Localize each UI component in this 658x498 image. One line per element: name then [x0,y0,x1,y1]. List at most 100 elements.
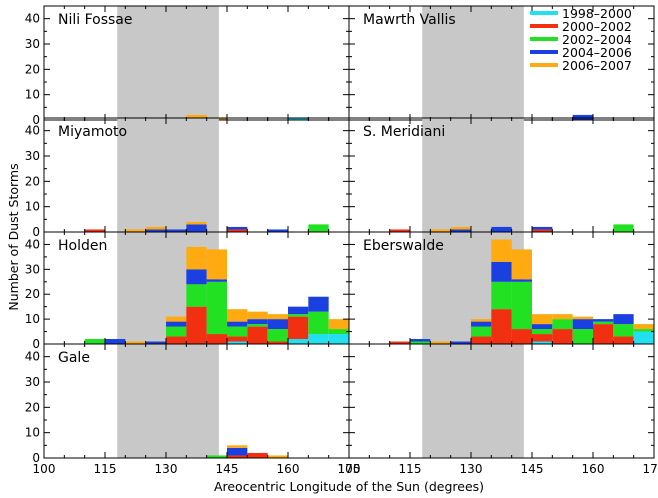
bar-segment [552,319,573,330]
bar-segment [267,314,288,320]
bar-segment [186,114,207,118]
shaded-season-band [117,118,219,232]
y-tick-label: 40 [25,124,40,138]
y-tick-label: 0 [32,113,40,127]
bar-segment [328,334,349,344]
bar-segment [389,229,410,232]
x-tick-label: 175 [643,462,658,476]
bar-segment [267,319,288,330]
panel-holden: 0 10 20 30 40 Holden [25,231,350,351]
y-tick-label: 30 [25,262,40,276]
bar-segment [532,226,553,230]
bar-segment [288,314,309,317]
bar-segment [206,249,227,280]
y-axis-label: Number of Dust Storms [6,163,21,310]
bar-segment [125,229,146,232]
bar-segment [613,324,634,337]
x-tick-label: 130 [155,462,178,476]
bar-segment [511,279,532,282]
panel-title: S. Meridiani [363,124,445,140]
y-tick-label: 20 [25,174,40,188]
bar-segment [491,281,512,310]
bar-segment [288,117,309,120]
panel-title: Eberswalde [363,238,444,254]
x-tick-label: 160 [582,462,605,476]
bar-segment [511,249,532,280]
panel-miyamoto: 0 10 20 30 40 Miyamoto [25,117,350,239]
y-tick-label: 20 [25,62,40,76]
panel-title: Miyamoto [58,124,127,140]
panel-title: Nili Fossae [58,12,133,28]
bar-segment [471,326,492,337]
bar-segment [328,319,349,330]
x-tick-label: 175 [338,462,361,476]
bar-segment [206,334,227,344]
bar-segment [247,324,268,327]
bar-segment [511,329,532,344]
bar-segment [552,314,573,320]
bar-segment [84,229,105,232]
bar-segment [532,229,553,232]
shaded-season-band [117,344,219,458]
bar-segment [166,336,187,344]
y-tick-label: 30 [25,375,40,389]
bar-segment [491,239,512,262]
bar-segment [166,316,187,322]
legend: 1998–20002000–20022002–20042004–20062006… [530,6,632,73]
bar-segment [430,341,451,344]
panel-title: Gale [58,350,90,366]
bar-segment [633,329,654,332]
x-tick-label: 100 [338,462,361,476]
bar-segment [491,226,512,232]
bar-segment [593,324,614,344]
bar-segment [227,309,248,322]
bar-segment [227,336,248,342]
bar-segment [267,229,288,232]
bar-segment [532,334,553,342]
bar-segment [532,314,553,325]
bar-segment [450,226,471,230]
panel-empty: 100 115 130 145 160 175 [338,343,658,476]
bar-segment [613,314,634,325]
bar-segment [267,455,288,458]
bar-segment [471,321,492,327]
bar-segment [186,306,207,344]
x-tick-label: 160 [277,462,300,476]
panels-layer: 0 10 20 30 40 Nili Fossae Mawrth Vallis 0 10 20 30… [25,5,658,476]
bar-segment [206,279,227,282]
panel-gale: 0 10 20 30 40 Gale 100 115 130 145 160 175 [25,343,361,476]
y-tick-label: 0 [32,451,40,465]
bar-segment [166,229,187,232]
x-tick-label: 145 [521,462,544,476]
bar-segment [267,329,288,342]
bar-segment [166,326,187,337]
legend-entry: 2006–2007 [562,58,632,73]
shaded-season-band [422,118,524,232]
x-axis-label: Areocentric Longitude of the Sun (degree… [214,479,484,494]
bar-segment [186,269,207,285]
bar-segment [308,334,329,344]
bar-segment [145,341,166,344]
bar-segment [552,329,573,344]
x-tick-label: 115 [399,462,422,476]
bar-segment [532,324,553,330]
y-tick-label: 30 [25,149,40,163]
bar-segment [206,455,227,458]
bar-segment [227,447,248,456]
bar-segment [450,229,471,232]
bar-segment [84,339,105,344]
bar-segment [227,229,248,232]
y-tick-label: 10 [25,426,40,440]
legend-entry: 2000–2002 [562,19,632,34]
y-tick-label: 20 [25,287,40,301]
bar-segment [308,296,329,312]
bar-segment [186,246,207,270]
bar-segment [613,336,634,344]
shaded-season-band [422,6,524,120]
bar-segment [572,114,593,120]
bar-segment [145,229,166,232]
y-tick-label: 30 [25,37,40,51]
bar-segment [633,324,654,330]
bar-segment [267,341,288,344]
bar-segment [227,445,248,448]
